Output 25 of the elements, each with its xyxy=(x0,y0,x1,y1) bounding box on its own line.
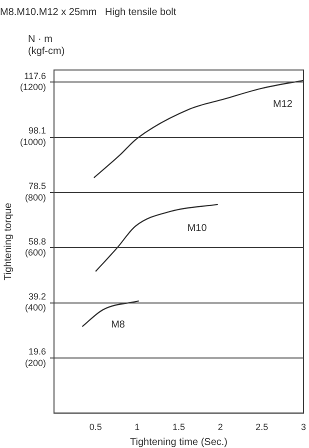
text: N · m (kgf-cm) xyxy=(28,34,65,57)
x-tick-label: 1 xyxy=(134,422,140,432)
x-tick-label: 2.5 xyxy=(256,422,268,432)
y2-tick-label: 19.6 xyxy=(28,346,46,357)
y2-tick-label: 98.1 xyxy=(28,126,46,136)
y-tick-label: (200) xyxy=(25,358,46,368)
y-tick-label: (1200) xyxy=(20,82,46,92)
y2-tick-label: 117.6 xyxy=(24,70,46,81)
x-axis-title: Tightening time (Sec.) xyxy=(130,436,228,448)
y-tick-label: (600) xyxy=(25,248,46,258)
x-tick-label: 2 xyxy=(218,422,223,432)
y-tick-label: (400) xyxy=(25,302,46,313)
chart-title: M8.M10.M12 x 25mm High tensile bolt xyxy=(0,6,176,18)
y2-tick-label: 39.2 xyxy=(28,291,46,302)
series-label: M8 xyxy=(111,320,126,331)
y-tick-label: (800) xyxy=(25,192,46,202)
x-tick-label: 3 xyxy=(300,422,306,432)
y-tick-label: (1000) xyxy=(20,137,46,148)
y-axis-title: Tightening torque xyxy=(2,202,14,280)
y2-tick-label: 78.5 xyxy=(28,180,46,191)
series-label: M12 xyxy=(272,99,293,110)
series-label: M10 xyxy=(187,223,208,234)
y2-tick-label: 58.8 xyxy=(28,236,46,246)
x-tick-label: 1.5 xyxy=(172,422,186,432)
x-tick-label: 0.5 xyxy=(89,422,102,432)
